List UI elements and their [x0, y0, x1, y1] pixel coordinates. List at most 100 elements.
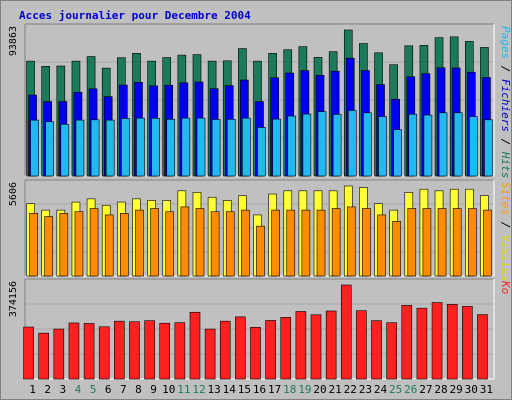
day-label-30: 30 [465, 383, 478, 396]
bar-ko-day-5 [83, 323, 95, 380]
bar-ko-day-27 [416, 307, 428, 380]
bar-ko-day-31 [477, 314, 488, 380]
bar-sites-day-15 [241, 209, 250, 277]
bar-pages-day-15 [242, 117, 251, 177]
bar-pages-day-27 [423, 114, 433, 177]
day-label-7: 7 [120, 383, 127, 396]
bar-sites-day-5 [89, 208, 99, 277]
bar-ko-day-8 [129, 321, 140, 380]
bar-pages-day-1 [30, 119, 39, 177]
bar-ko-day-20 [310, 314, 322, 380]
bar-sites-day-29 [452, 208, 462, 277]
bar-ko-day-22 [340, 284, 352, 380]
scale-label-hits: 93863 [8, 26, 19, 56]
bar-sites-day-17 [271, 209, 280, 277]
bar-pages-day-17 [272, 118, 281, 177]
bar-sites-day-20 [316, 209, 326, 277]
bar-ko-day-9 [144, 320, 155, 380]
day-label-2: 2 [44, 383, 51, 396]
bar-sites-day-24 [377, 214, 386, 277]
legend-entry-sites: Sites [499, 182, 512, 215]
bar-ko-day-23 [356, 310, 367, 380]
bar-sites-day-28 [437, 208, 447, 277]
legend-separator: / [499, 132, 512, 152]
day-label-1: 1 [29, 383, 36, 396]
bar-sites-day-18 [286, 209, 296, 277]
legend-entry-pages: Pages [499, 26, 512, 59]
bar-pages-day-29 [453, 112, 463, 177]
bar-ko-day-6 [98, 326, 110, 380]
bar-ko-day-16 [250, 326, 261, 380]
bar-pages-day-25 [393, 129, 402, 177]
day-label-21: 21 [329, 383, 342, 396]
day-label-31: 31 [480, 383, 493, 396]
scale-label-visites: 5606 [8, 182, 19, 206]
bar-ko-day-13 [204, 328, 216, 380]
legend-hits: Pages / Fichiers / Hits [499, 26, 512, 178]
day-label-15: 15 [238, 383, 251, 396]
bar-sites-day-3 [59, 213, 69, 277]
day-label-19: 19 [298, 383, 311, 396]
day-label-24: 24 [374, 383, 388, 396]
bar-sites-day-26 [407, 208, 417, 277]
bar-pages-day-28 [438, 112, 448, 177]
bar-pages-day-16 [257, 127, 266, 177]
bar-ko-day-15 [235, 316, 246, 380]
bar-pages-day-20 [317, 111, 327, 177]
bar-ko-day-21 [325, 310, 337, 380]
bar-pages-day-2 [45, 121, 54, 177]
bar-sites-day-4 [74, 211, 84, 277]
legend-ko: Ko [499, 280, 512, 294]
bar-pages-day-21 [332, 114, 342, 177]
chart-title: Acces journalier pour Decembre 2004 [19, 9, 251, 22]
bar-ko-day-30 [462, 306, 473, 380]
bar-sites-day-25 [392, 221, 401, 277]
day-label-10: 10 [162, 383, 175, 396]
legend-entry-visites: Visites [499, 235, 512, 281]
bar-ko-day-25 [386, 322, 397, 380]
bar-ko-day-18 [280, 317, 292, 380]
bar-pages-day-14 [226, 118, 236, 177]
legend-visites: Sites / Visites [499, 182, 512, 281]
bar-sites-day-11 [180, 206, 190, 277]
bar-sites-day-8 [135, 209, 144, 277]
bar-sites-day-27 [422, 208, 432, 277]
bar-ko-day-14 [219, 320, 231, 380]
bar-sites-day-30 [468, 208, 477, 277]
day-label-4: 4 [75, 383, 82, 396]
bar-sites-day-12 [195, 208, 205, 277]
bar-pages-day-26 [408, 113, 418, 177]
day-label-29: 29 [450, 383, 463, 396]
day-label-20: 20 [313, 383, 326, 396]
bar-pages-day-19 [302, 113, 312, 177]
bar-pages-day-12 [196, 117, 206, 177]
bar-ko-day-17 [265, 320, 276, 380]
day-label-9: 9 [150, 383, 157, 396]
day-label-3: 3 [60, 383, 67, 396]
day-label-17: 17 [268, 383, 281, 396]
legend-entry-fichiers: Fichiers [499, 79, 512, 132]
day-label-22: 22 [344, 383, 357, 396]
bar-ko-day-19 [295, 311, 307, 380]
day-label-23: 23 [359, 383, 372, 396]
scale-label-ko: 374156 [8, 281, 19, 317]
day-label-27: 27 [419, 383, 432, 396]
legend-separator: / [499, 59, 512, 79]
day-label-8: 8 [135, 383, 142, 396]
bar-ko-day-28 [431, 302, 443, 380]
bar-ko-day-24 [371, 320, 382, 380]
bar-sites-day-1 [29, 213, 38, 277]
bar-ko-day-26 [401, 305, 413, 380]
bar-ko-day-3 [53, 328, 65, 380]
bar-pages-day-9 [151, 118, 160, 177]
bar-pages-day-13 [211, 119, 221, 177]
day-label-26: 26 [404, 383, 417, 396]
bar-pages-day-23 [363, 112, 372, 177]
bar-pages-day-7 [121, 118, 130, 177]
bar-pages-day-3 [60, 124, 70, 177]
bar-sites-day-7 [120, 213, 129, 277]
bar-pages-day-24 [378, 116, 387, 177]
bar-sites-day-21 [331, 208, 341, 277]
